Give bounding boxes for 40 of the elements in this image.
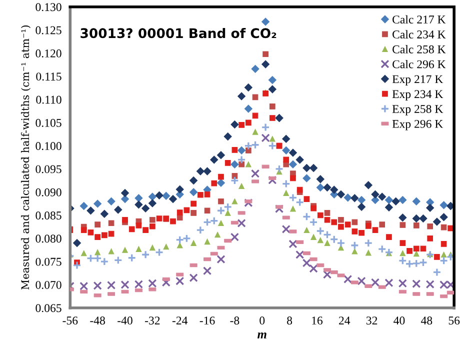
legend-label: Exp 258 K [392,105,444,116]
x-tick-label: 24 [339,316,350,324]
x-tick-label: -8 [230,316,240,325]
y-tick-label: 0.075 [36,258,62,266]
x-tick-label: -40 [118,316,132,325]
y-axis-title: Measured and calculated half-widths (cm⁻¹ atm⁻¹) [21,26,31,290]
x-tick-label: 8 [287,316,292,325]
y-tick-label: 0.090 [36,188,62,196]
y-tick-label: 0.085 [36,212,62,220]
y-tick-label: 0.100 [36,142,62,150]
text: 30013? 00001 Band of CO₂ [80,28,276,38]
legend-label: Calc 217 K [392,15,446,24]
y-tick-label: 0.105 [36,118,62,127]
y-tick-label: 0.125 [36,26,62,34]
legend-label: Exp 217 K [392,75,444,86]
legend-label: Calc 234 K [392,30,446,38]
x-tick-label: -32 [144,316,160,325]
x-tick-label: -16 [200,316,215,325]
y-tick-label: 0.065 [36,304,62,312]
x-tick-label: 32 [366,316,378,325]
y-tick-label: 0.120 [36,49,62,58]
legend-label: Calc 258 K [392,45,446,54]
legend-label: Exp 296 K [392,120,444,130]
x-tick-label: 0 [260,316,265,325]
y-tick-label: 0.070 [36,280,62,289]
y-tick-label: 0.115 [36,72,62,81]
x-tick-label: 40 [394,316,405,325]
x-tick-label: 16 [312,316,323,325]
x-tick-label: -24 [172,316,188,324]
y-tick-label: 0.130 [36,3,62,12]
legend-label: Calc 296 K [392,60,446,68]
legend-label: Exp 234 K [392,90,444,100]
x-tick-label: 48 [420,316,432,325]
x-tick-label: -56 [62,316,78,325]
x-tick-label: 56 [448,316,460,325]
y-tick-label: 0.110 [36,96,62,104]
y-tick-label: 0.080 [36,234,62,243]
x-axis-title: m [258,332,266,338]
x-tick-label: -48 [90,316,105,325]
y-tick-label: 0.095 [36,165,62,174]
